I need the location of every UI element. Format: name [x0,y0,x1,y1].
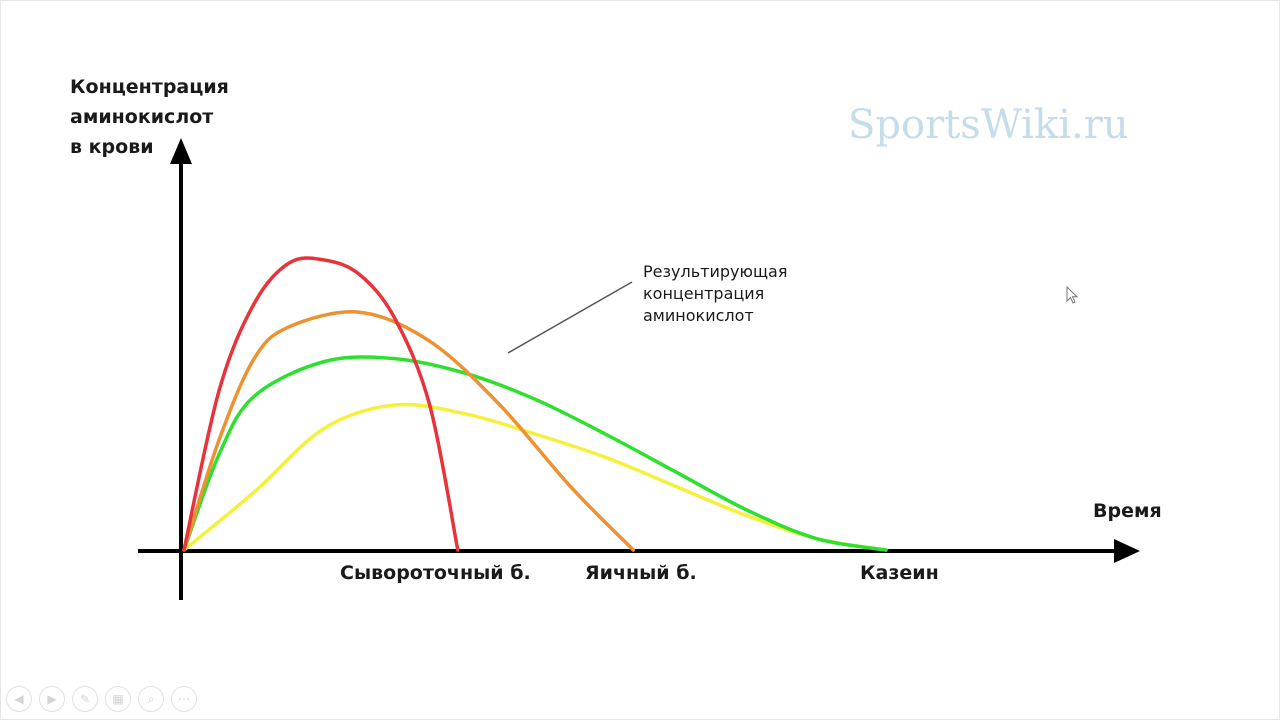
watermark: SportsWiki.ru [848,102,1129,148]
x-tick-casein: Казеин [860,562,939,584]
x-tick-whey: Сывороточный б. [340,562,531,584]
slides-icon[interactable]: ▦ [105,686,131,712]
y-axis-label: Концентрация аминокислот в крови [70,76,229,158]
casein-curve [182,402,888,552]
x-axis-label: Время [1093,500,1162,522]
zoom-icon[interactable]: ⌕ [138,686,164,712]
x-tick-egg: Яичный б. [585,562,697,584]
resulting-curve [182,355,888,552]
annotation-pointer [507,281,633,354]
y-axis-arrow [170,138,192,164]
resulting-concentration-annotation: Результирующая концентрация аминокислот [643,262,788,325]
x-axis-arrow [1114,539,1140,563]
curves [182,256,888,552]
egg-curve [182,310,636,552]
annotation-pointer-line [507,281,633,354]
more-icon[interactable]: ⋯ [171,686,197,712]
next-icon[interactable]: ▶ [39,686,65,712]
prev-icon[interactable]: ◀ [6,686,32,712]
presentation-controls: ◀ ▶ ✎ ▦ ⌕ ⋯ [6,686,197,712]
mouse-cursor-icon [1066,286,1079,304]
pen-icon[interactable]: ✎ [72,686,98,712]
whey-curve [182,256,460,552]
axes [138,138,1140,600]
